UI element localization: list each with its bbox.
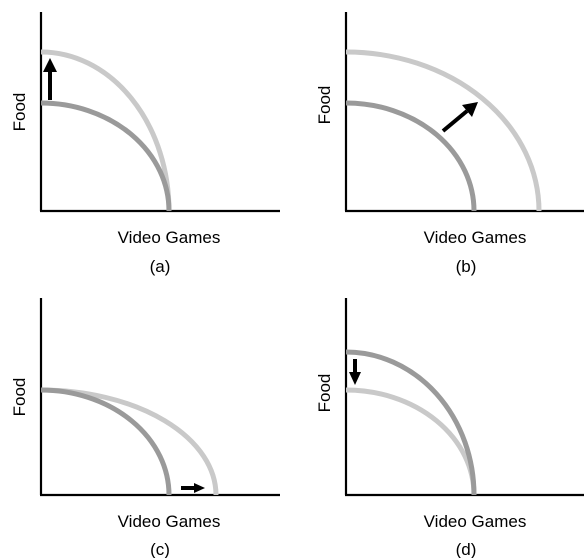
panel-d-x-axis-label: Video Games	[424, 512, 527, 531]
panel-c: Food Video Games (c)	[10, 298, 280, 558]
panel-c-dark-curve	[40, 387, 172, 496]
panel-a-light-curve	[40, 49, 172, 212]
arrow-up-icon	[43, 58, 57, 100]
panel-d-y-axis-label: Food	[315, 374, 334, 413]
panel-a-dark-curve	[40, 100, 172, 212]
panel-a-y-axis-label: Food	[10, 93, 29, 132]
panel-b-dark-curve	[345, 100, 477, 212]
panel-b-x-axis-label: Video Games	[424, 228, 527, 247]
panel-a-x-axis-label: Video Games	[118, 228, 221, 247]
panel-a: Food Video Games (a)	[10, 12, 280, 276]
panel-c-caption: (c)	[150, 540, 170, 558]
panel-d-caption: (d)	[456, 540, 477, 558]
panel-b-caption: (b)	[456, 257, 477, 276]
panel-c-y-axis-label: Food	[10, 378, 29, 417]
arrow-right-icon	[181, 483, 205, 493]
panel-d: Food Video Games (d)	[315, 298, 584, 558]
panel-b-light-curve	[345, 49, 542, 212]
panel-a-caption: (a)	[150, 257, 171, 276]
panel-c-x-axis-label: Video Games	[118, 512, 221, 531]
panel-b: Food Video Games (b)	[315, 12, 584, 276]
arrow-down-icon	[349, 359, 361, 385]
panel-c-light-curve	[40, 387, 219, 496]
panel-d-light-curve	[345, 387, 477, 496]
panel-d-dark-curve	[345, 349, 477, 496]
panel-b-y-axis-label: Food	[315, 86, 334, 125]
arrow-up-right-icon	[441, 102, 478, 133]
